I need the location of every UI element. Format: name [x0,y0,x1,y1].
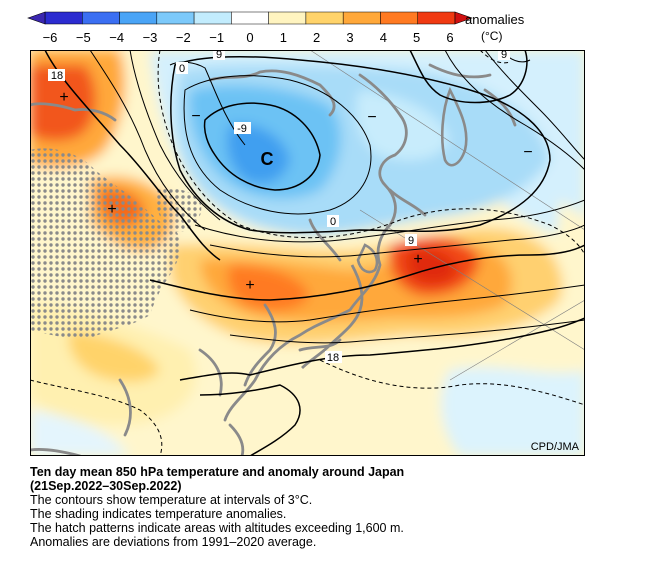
temperature-anomaly-map: 18 9 0 9 -9 0 9 18 C + + + + − − − [30,50,585,456]
contour-label-9-northeast: 9 [501,50,507,61]
temperature-contours [44,50,585,456]
colorbar-tick-label: 6 [446,30,453,45]
zero-anomaly-contours [30,50,585,456]
colorbar-tick-label: 2 [313,30,320,45]
map-graticule [309,50,585,381]
contour-label-0-mid: 0 [330,216,336,228]
contour-label-9-north: 9 [216,50,222,61]
colorbar-tick-label: −4 [109,30,124,45]
minus-marker-okhotsk: − [367,109,376,126]
colorbar-left-arrow [27,11,46,25]
colorbar-tick-label: 4 [380,30,387,45]
colorbar-tick-label: −3 [143,30,158,45]
colorbar-tick-label: −5 [76,30,91,45]
colorbar-swatch [44,11,83,25]
caption-period: (21Sep.2022–30Sep.2022) [30,479,182,493]
contour-label-18-nw: 18 [51,70,63,82]
caption-line-contours: The contours show temperature at interva… [30,493,313,507]
high-altitude-hatch [30,148,202,339]
colorbar-unit: (°C) [481,29,502,43]
map-caption: Ten day mean 850 hPa temperature and ano… [30,465,630,549]
colorbar-label: anomalies [465,12,525,27]
contour-label-0-north: 0 [179,63,185,75]
colorbar-swatch [417,11,456,25]
colorbar-swatch [193,11,232,25]
plus-marker-mongolia: + [107,201,116,218]
hokkaido-coast [356,243,379,274]
colorbar-tick-label: 5 [413,30,420,45]
colorbar-swatch [268,11,307,25]
minus-marker-east: − [523,144,532,161]
minus-marker-west: − [191,108,200,125]
colorbar-swatch [231,11,269,25]
plus-marker-china: + [245,277,254,294]
colorbar-tick-label: −6 [43,30,58,45]
cold-center-label: C [261,149,274,169]
kamchatka-coast [440,86,468,167]
map-credit: CPD/JMA [531,441,580,453]
caption-line-normal: Anomalies are deviations from 1991–2020 … [30,535,317,549]
contour-label-minus9: -9 [237,123,247,135]
plus-marker-nw: + [59,89,68,106]
colorbar-tick-label: 0 [246,30,253,45]
colorbar-tick-label: 1 [280,30,287,45]
contour-label-9-east: 9 [408,235,414,247]
anomaly-shading [30,50,585,456]
colorbar-swatch [342,11,381,25]
anomaly-colorbar: −6 −5 −4 −3 −2 −1 0 1 2 3 4 5 6 anomalies (°C) [27,11,525,45]
caption-line-hatch: The hatch patterns indicate areas with a… [30,521,404,535]
map-frame [30,50,585,456]
colorbar-swatch [305,11,344,25]
colorbar-swatch [82,11,120,25]
colorbar-swatch [156,11,195,25]
caption-title: Ten day mean 850 hPa temperature and ano… [30,465,405,479]
colorbar-tick-label: −2 [176,30,191,45]
plus-marker-pacific: + [413,251,422,268]
colorbar-swatch [119,11,158,25]
colorbar-swatch [380,11,418,25]
japan-coast [301,264,364,370]
contour-label-18-south: 18 [327,352,339,364]
caption-line-shading: The shading indicates temperature anomal… [30,507,287,521]
colorbar-tick-label: −1 [209,30,224,45]
colorbar-tick-label: 3 [346,30,353,45]
colorbar-right-arrow [454,11,473,25]
